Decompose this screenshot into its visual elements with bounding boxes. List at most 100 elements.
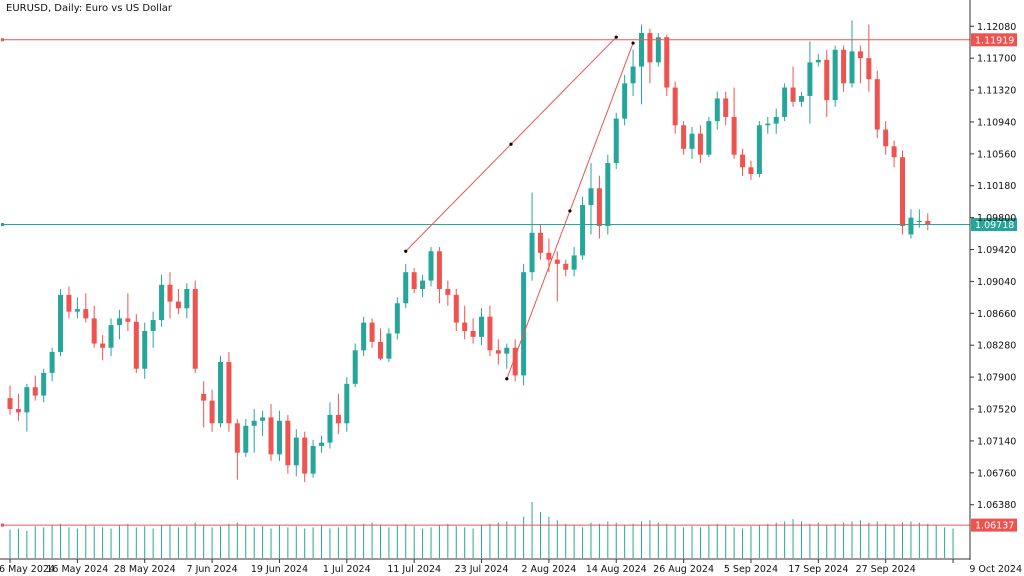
candle[interactable] — [630, 49, 636, 96]
candle[interactable] — [580, 196, 586, 260]
candle[interactable] — [260, 410, 266, 436]
candle[interactable] — [832, 45, 838, 107]
candle[interactable] — [411, 268, 417, 294]
trendline-handle[interactable] — [505, 377, 509, 381]
candle[interactable] — [32, 375, 38, 401]
candle[interactable] — [344, 377, 350, 432]
candle[interactable] — [150, 311, 156, 348]
candle[interactable] — [49, 347, 55, 382]
candle[interactable] — [857, 45, 863, 84]
candle[interactable] — [571, 247, 577, 277]
candle[interactable] — [849, 20, 855, 88]
candle[interactable] — [285, 414, 291, 474]
candle[interactable] — [268, 403, 274, 462]
candle[interactable] — [386, 328, 392, 363]
candle[interactable] — [740, 148, 746, 176]
candle[interactable] — [605, 154, 611, 235]
candle[interactable] — [554, 251, 560, 302]
candle[interactable] — [192, 280, 198, 373]
candle[interactable] — [773, 108, 779, 134]
candle[interactable] — [647, 28, 653, 84]
trendline-handle[interactable] — [509, 142, 513, 146]
candle[interactable] — [83, 293, 89, 323]
candle[interactable] — [613, 112, 619, 169]
candle[interactable] — [251, 409, 257, 453]
candle[interactable] — [487, 305, 493, 357]
line-anchor-handle[interactable] — [1, 523, 4, 527]
candle[interactable] — [369, 318, 375, 348]
candle[interactable] — [664, 34, 670, 96]
candle[interactable] — [125, 293, 131, 331]
candle[interactable] — [302, 431, 308, 483]
candle[interactable] — [293, 429, 299, 477]
candle[interactable] — [655, 32, 661, 67]
trendline-handle[interactable] — [631, 41, 635, 45]
candle[interactable] — [672, 81, 678, 134]
candle[interactable] — [841, 45, 847, 92]
candle[interactable] — [529, 192, 535, 281]
candle[interactable] — [622, 74, 628, 126]
candle[interactable] — [815, 53, 821, 67]
candle[interactable] — [133, 314, 139, 373]
candle[interactable] — [15, 393, 21, 421]
candle[interactable] — [537, 224, 543, 260]
candle[interactable] — [756, 121, 762, 178]
candle[interactable] — [824, 49, 830, 117]
candle[interactable] — [681, 121, 687, 155]
candle[interactable] — [184, 283, 190, 319]
candle[interactable] — [436, 247, 442, 304]
candle[interactable] — [731, 87, 737, 159]
line-anchor-handle[interactable] — [1, 38, 4, 42]
candle[interactable] — [24, 383, 30, 432]
candle[interactable] — [765, 116, 771, 134]
candle[interactable] — [445, 280, 451, 306]
candle[interactable] — [512, 339, 518, 382]
candle[interactable] — [7, 385, 13, 415]
candle[interactable] — [504, 343, 510, 369]
candle[interactable] — [790, 66, 796, 107]
candle[interactable] — [866, 24, 872, 92]
candle[interactable] — [495, 339, 501, 365]
trendline-handle[interactable] — [404, 249, 408, 253]
candle[interactable] — [209, 389, 215, 432]
candle[interactable] — [201, 381, 207, 428]
candle[interactable] — [714, 91, 720, 130]
candle[interactable] — [167, 272, 173, 319]
candle[interactable] — [883, 121, 889, 155]
candle[interactable] — [563, 259, 569, 277]
candle[interactable] — [479, 308, 485, 346]
line-anchor-handle[interactable] — [1, 223, 4, 227]
candle[interactable] — [394, 297, 400, 340]
trendline-handle[interactable] — [614, 35, 618, 39]
candle[interactable] — [639, 24, 644, 105]
candle[interactable] — [100, 335, 106, 361]
candle[interactable] — [403, 263, 409, 309]
candle[interactable] — [335, 393, 341, 435]
candle[interactable] — [58, 288, 64, 357]
candle[interactable] — [377, 328, 383, 361]
candle[interactable] — [327, 402, 333, 449]
candle[interactable] — [697, 125, 703, 164]
candle[interactable] — [66, 286, 72, 319]
candle[interactable] — [218, 356, 223, 428]
candle[interactable] — [428, 247, 434, 287]
candle[interactable] — [108, 318, 114, 357]
candle[interactable] — [908, 209, 914, 239]
candle[interactable] — [596, 175, 602, 239]
candle[interactable] — [689, 126, 695, 159]
candle[interactable] — [142, 322, 148, 379]
candle[interactable] — [521, 263, 527, 386]
candle[interactable] — [706, 116, 712, 158]
candle[interactable] — [226, 351, 232, 432]
candle[interactable] — [276, 410, 282, 462]
candle[interactable] — [462, 305, 468, 340]
candle[interactable] — [91, 305, 97, 348]
candle[interactable] — [453, 288, 459, 331]
candle[interactable] — [41, 368, 47, 403]
candle[interactable] — [420, 274, 426, 298]
candle[interactable] — [874, 70, 880, 138]
candle[interactable] — [319, 435, 325, 453]
candle[interactable] — [723, 91, 729, 126]
candle[interactable] — [798, 91, 804, 107]
